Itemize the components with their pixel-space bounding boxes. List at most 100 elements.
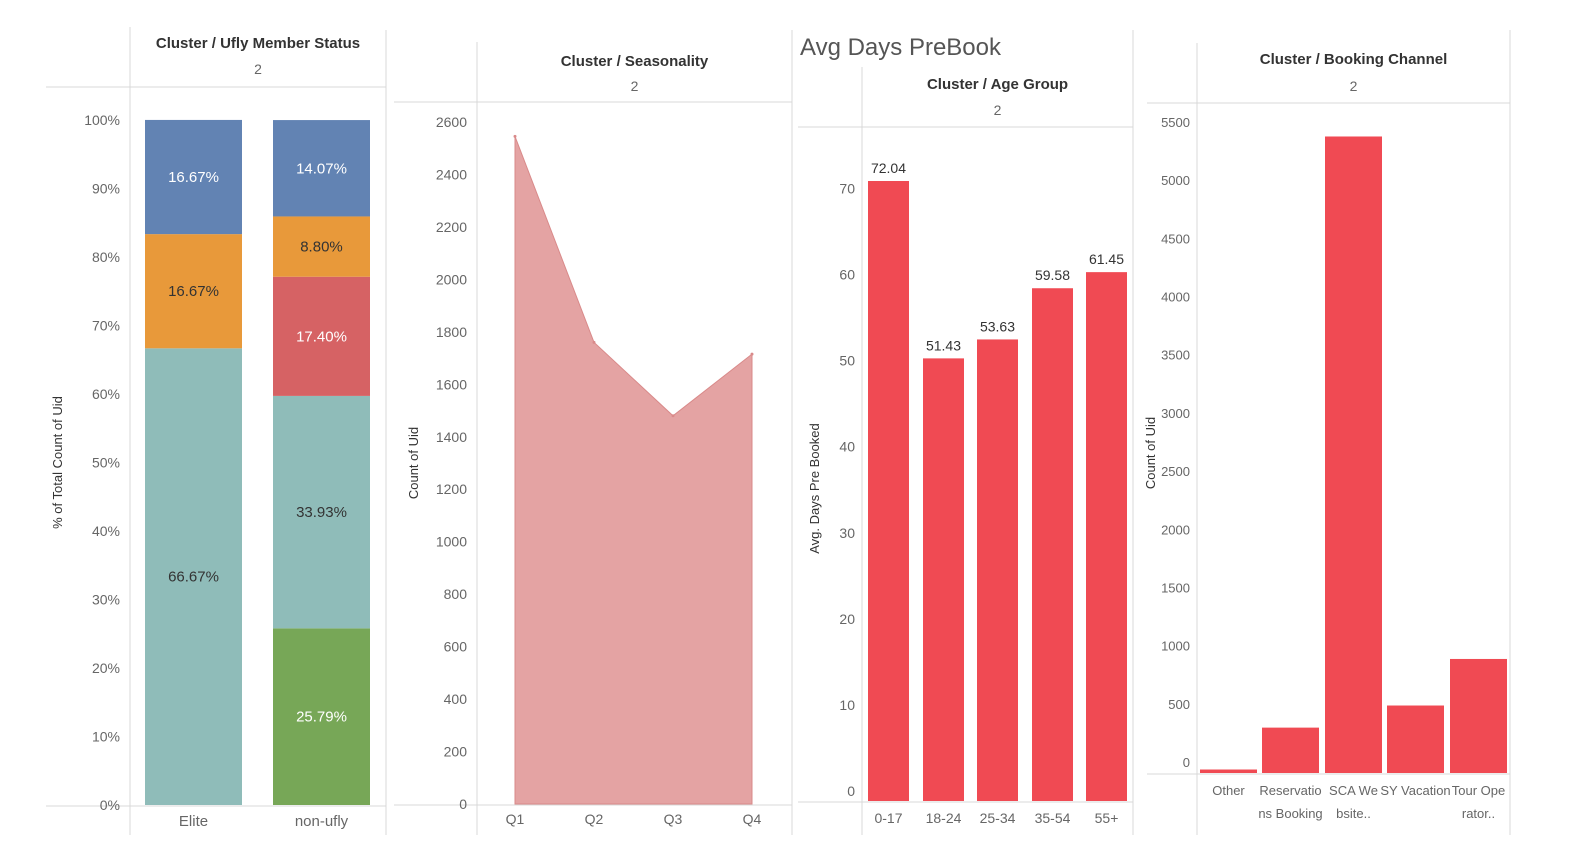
booking-channel-panel: Cluster / Booking Channel 2 Count of Uid 0 5… — [1143, 30, 1511, 835]
bar-value-label: 59.58 — [1035, 267, 1070, 283]
stacked-bar-segment — [273, 216, 370, 277]
seasonality-panel: Cluster / Seasonality 2 Count of Uid 0 200 40… — [394, 30, 793, 835]
y-tick-label: 0% — [100, 797, 120, 813]
bar — [868, 181, 909, 801]
y-tick-label: 400 — [444, 691, 468, 707]
x-tick-label: non-ufly — [295, 813, 349, 830]
x-tick-label: Other — [1212, 783, 1245, 798]
area-point — [750, 352, 754, 356]
bar — [1032, 288, 1073, 801]
y-axis-title: Count of Uid — [1143, 417, 1158, 489]
segment-label: 33.93% — [296, 504, 347, 521]
x-tick-label: Q1 — [506, 811, 525, 827]
y-tick-label: 30% — [92, 592, 120, 608]
stacked-bar-segment — [273, 120, 370, 217]
y-tick-label: 2400 — [436, 166, 467, 182]
y-tick-label: 4000 — [1161, 290, 1190, 305]
y-tick-label: 1000 — [1161, 639, 1190, 654]
y-tick-label: 4500 — [1161, 231, 1190, 246]
y-tick-label: 70 — [839, 181, 855, 197]
y-tick-label: 1500 — [1161, 580, 1190, 595]
y-tick-label: 2000 — [436, 271, 467, 287]
y-tick-label: 40% — [92, 523, 120, 539]
segment-label: 8.80% — [300, 239, 343, 256]
y-tick-label: 2000 — [1161, 522, 1190, 537]
y-axis-title: Avg. Days Pre Booked — [807, 423, 822, 554]
panel-header: Cluster / Ufly Member Status — [156, 35, 360, 52]
panel-subheader: 2 — [994, 102, 1002, 118]
y-tick-label: 0 — [847, 783, 855, 799]
bar — [1200, 769, 1257, 773]
stacked-bar-segment — [273, 395, 370, 629]
area-point — [592, 340, 596, 344]
y-tick-label: 1200 — [436, 481, 467, 497]
panel-header: Cluster / Booking Channel — [1260, 51, 1448, 68]
y-axis-title: % of Total Count of Uid — [50, 396, 65, 529]
bar — [1325, 136, 1382, 773]
stacked-bar-segment — [273, 628, 370, 805]
y-tick-label: 10% — [92, 729, 120, 745]
bar — [1387, 705, 1444, 773]
stacked-bar-segment — [273, 276, 370, 396]
x-tick-label: 25-34 — [980, 810, 1016, 826]
segment-label: 14.07% — [296, 160, 347, 177]
segment-label: 25.79% — [296, 709, 347, 726]
y-tick-label: 5500 — [1161, 115, 1190, 130]
seasonality-area — [514, 136, 753, 805]
y-tick-label: 2500 — [1161, 464, 1190, 479]
y-tick-label: 20 — [839, 611, 855, 627]
bar — [977, 339, 1018, 801]
y-tick-label: 2200 — [436, 219, 467, 235]
bar-value-label: 72.04 — [871, 160, 906, 176]
y-tick-label: 500 — [1168, 697, 1190, 712]
y-tick-label: 0 — [459, 796, 467, 812]
y-tick-label: 200 — [444, 744, 468, 760]
x-tick-label: Elite — [179, 813, 208, 830]
x-tick-label: SCA We — [1329, 783, 1378, 798]
y-tick-label: 5000 — [1161, 173, 1190, 188]
stacked-bar-segment — [145, 234, 242, 349]
x-tick-label: SY Vacation — [1380, 783, 1450, 798]
y-tick-label: 60 — [839, 267, 855, 283]
x-tick-label: 0-17 — [874, 810, 902, 826]
y-tick-label: 3500 — [1161, 348, 1190, 363]
y-tick-label: 50 — [839, 353, 855, 369]
bar — [1086, 272, 1127, 802]
y-tick-label: 50% — [92, 455, 120, 471]
y-tick-label: 100% — [84, 112, 120, 128]
y-tick-label: 600 — [444, 639, 468, 655]
y-tick-label: 3000 — [1161, 406, 1190, 421]
y-tick-label: 1400 — [436, 429, 467, 445]
segment-label: 16.67% — [168, 283, 219, 300]
dashboard-title: Avg Days PreBook — [800, 34, 1002, 61]
y-tick-label: 70% — [92, 318, 120, 334]
y-tick-label: 800 — [444, 586, 468, 602]
y-tick-label: 30 — [839, 525, 855, 541]
x-tick-label: bsite.. — [1336, 806, 1371, 821]
y-tick-label: 1000 — [436, 534, 467, 550]
bar — [1450, 658, 1507, 773]
stacked-bar-segment — [145, 119, 242, 235]
y-tick-label: 60% — [92, 386, 120, 402]
x-tick-label: Q4 — [743, 811, 762, 827]
panel-subheader: 2 — [254, 61, 262, 77]
x-tick-label: rator.. — [1462, 806, 1495, 821]
segment-label: 17.40% — [296, 328, 347, 345]
y-tick-label: 90% — [92, 181, 120, 197]
x-tick-label: 55+ — [1095, 810, 1119, 826]
y-tick-label: 10 — [839, 697, 855, 713]
area-point — [671, 414, 675, 418]
bar-value-label: 61.45 — [1089, 251, 1124, 267]
y-axis-title: Count of Uid — [406, 427, 421, 499]
segment-label: 66.67% — [168, 569, 219, 586]
x-tick-label: 35-54 — [1035, 810, 1071, 826]
bar — [1262, 727, 1319, 773]
y-tick-label: 40 — [839, 439, 855, 455]
x-tick-label: Q3 — [664, 811, 683, 827]
segment-label: 16.67% — [168, 169, 219, 186]
x-tick-label: Tour Ope — [1452, 783, 1505, 798]
bar-value-label: 51.43 — [926, 337, 961, 353]
stacked-bar-segment — [145, 348, 242, 805]
panel-subheader: 2 — [1350, 78, 1358, 94]
